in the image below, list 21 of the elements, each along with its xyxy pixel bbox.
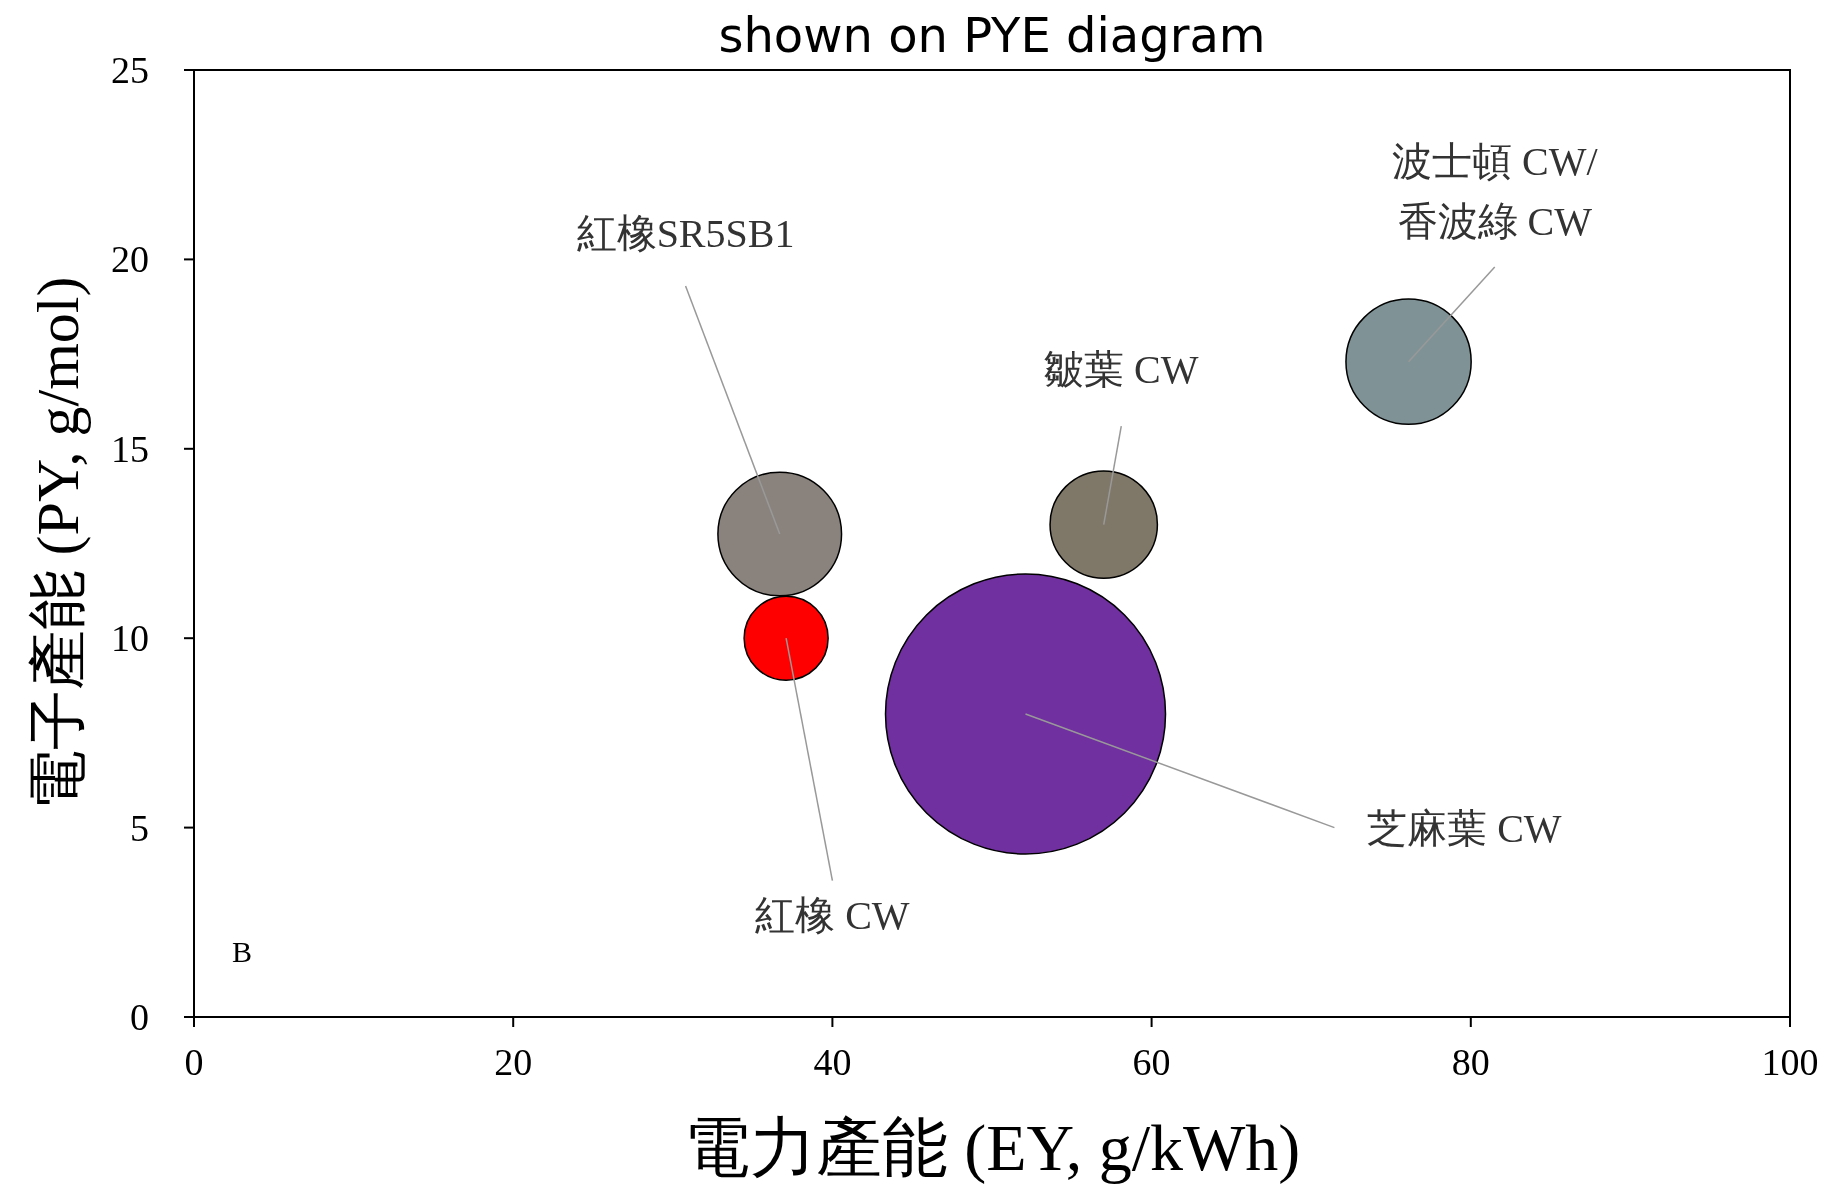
annotation: B (232, 935, 253, 968)
x-tick-label: 0 (184, 1041, 204, 1083)
y-tick-label: 25 (111, 49, 149, 91)
x-tick-label: 100 (1761, 1041, 1819, 1083)
text: 紅橡SR5SB1 (576, 210, 795, 256)
text: 紅橡 CW (755, 892, 910, 938)
x-tick-label: 40 (813, 1041, 852, 1083)
series-label: 波士頓 CW/ 香波綠 CW (1391, 138, 1599, 244)
y-tick-label: 15 (111, 427, 149, 470)
y-tick-label: 20 (111, 238, 149, 281)
y-tick-label: 5 (130, 806, 149, 849)
chart-title: shown on PYE diagram (718, 7, 1266, 63)
x-tick-label: 20 (494, 1041, 533, 1083)
text: 芝麻葉 CW (1367, 805, 1562, 851)
y-axis-title: 電子產能 (PY, g/mol) (25, 276, 91, 811)
x-axis-title: 電力產能 (EY, g/kWh) (683, 1111, 1301, 1185)
y-tick-label: 0 (130, 996, 149, 1038)
x-tick-label: 80 (1451, 1041, 1490, 1083)
y-tick-label: 10 (111, 617, 149, 660)
text: 皺葉 CW (1044, 347, 1199, 393)
x-tick-label: 60 (1132, 1041, 1171, 1083)
